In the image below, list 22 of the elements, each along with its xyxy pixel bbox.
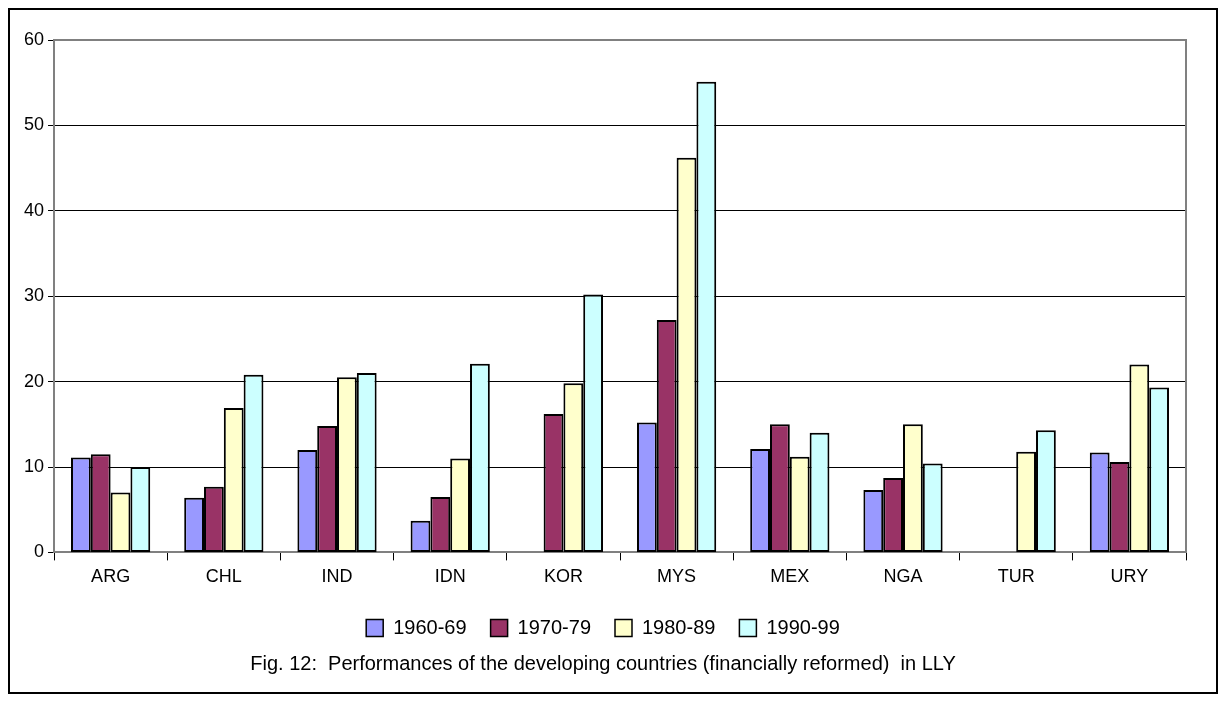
y-tick-label: 40 (23, 199, 45, 220)
y-tick-label: 50 (23, 114, 45, 135)
legend-label: 1980-89 (642, 615, 716, 638)
legend-label: 1960-69 (393, 615, 467, 638)
x-tick-label: IDN (434, 566, 466, 587)
text: Fig. 12: Performances of the developing countries (financially reformed) in LLY (250, 651, 956, 674)
x-tick-label: KOR (543, 566, 583, 587)
legend-label: 1990-99 (766, 615, 840, 638)
x-tick-label: IND (321, 566, 353, 587)
y-tick-label: 60 (23, 28, 45, 49)
y-tick-label: 10 (23, 455, 45, 476)
x-tick-label: TUR (997, 566, 1035, 587)
x-tick-label: CHL (205, 566, 242, 587)
y-tick-label: 0 (34, 541, 45, 562)
x-tick-label: NGA (883, 566, 923, 587)
y-tick-label: 20 (23, 370, 45, 391)
x-tick-label: URY (1110, 566, 1149, 587)
legend-label: 1970-79 (517, 615, 592, 638)
x-tick-label: ARG (91, 566, 131, 587)
x-tick-label: MEX (770, 566, 810, 587)
x-tick-label: MYS (657, 566, 697, 587)
y-tick-label: 30 (23, 285, 45, 306)
